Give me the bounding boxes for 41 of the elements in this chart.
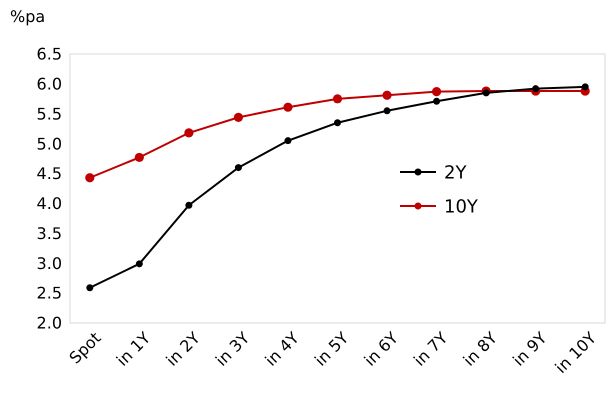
point <box>334 119 341 126</box>
point <box>432 87 442 96</box>
y-tick-label: 3.5 <box>36 224 62 243</box>
x-tick-label: in 9Y <box>508 328 551 370</box>
point <box>86 284 94 292</box>
y-tick-label: 6.5 <box>36 44 62 64</box>
x-tick-label: in 3Y <box>212 328 254 370</box>
x-tick-label: in 8Y <box>459 328 502 370</box>
y-tick-label: 4.5 <box>36 164 62 184</box>
point <box>532 85 540 92</box>
point <box>85 173 94 182</box>
point <box>384 107 391 114</box>
point <box>382 90 392 100</box>
point <box>234 164 242 172</box>
y-tick-label: 5.0 <box>36 134 62 154</box>
point <box>284 137 292 144</box>
x-tick-label: in 7Y <box>410 328 452 370</box>
point <box>433 98 440 105</box>
y-tick-label: 5.5 <box>36 104 62 124</box>
point <box>332 94 342 104</box>
x-tick-label: in 2Y <box>162 328 204 370</box>
legend-label: 10Y <box>444 196 479 218</box>
x-tick-label: in 4Y <box>261 328 303 370</box>
x-tick-label: in 6Y <box>360 328 402 370</box>
y-tick-label: 6.0 <box>36 74 62 94</box>
point <box>482 89 490 96</box>
x-tick-label: in 5Y <box>310 328 352 370</box>
point <box>184 128 194 138</box>
point <box>582 83 589 90</box>
y-tick-label: 2.0 <box>36 314 62 333</box>
point <box>234 112 244 122</box>
y-tick-label: 4.0 <box>36 194 62 214</box>
y-tick-label: 2.5 <box>36 284 62 303</box>
y-tick-label: 3.0 <box>36 254 62 273</box>
legend-label: 2Y <box>444 162 468 184</box>
point <box>283 102 293 112</box>
point <box>136 260 143 268</box>
x-tick-label: in 1Y <box>112 328 154 370</box>
y-axis-title: %pa <box>10 7 46 26</box>
point <box>134 152 144 162</box>
point <box>185 202 192 209</box>
